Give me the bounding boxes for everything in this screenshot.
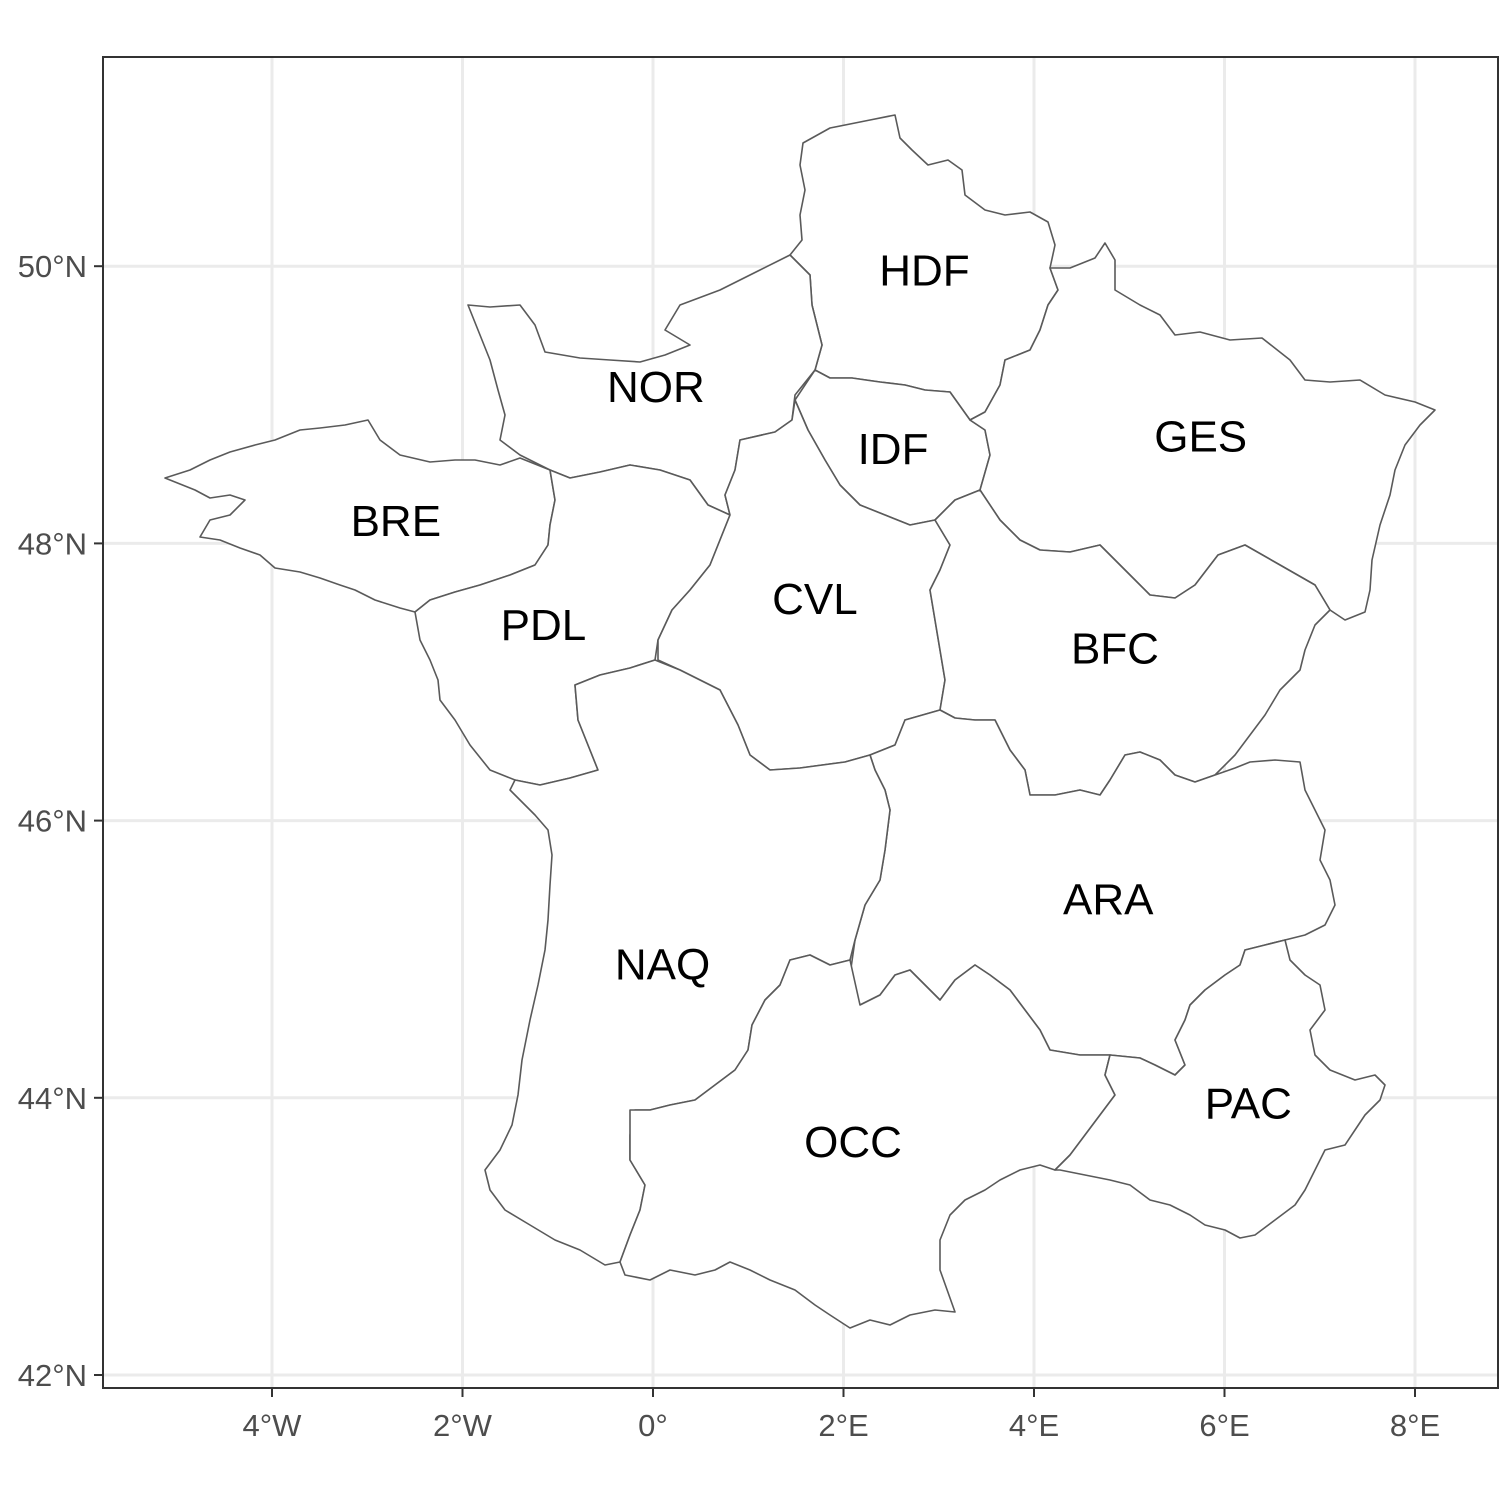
region-shape-ges bbox=[969, 242, 1436, 621]
x-tick-label: 4°E bbox=[1009, 1408, 1059, 1443]
x-tick-label: 2°W bbox=[433, 1408, 493, 1443]
region-label-idf: IDF bbox=[858, 425, 929, 474]
x-tick-label: 6°E bbox=[1199, 1408, 1249, 1443]
y-tick-label: 48°N bbox=[18, 526, 87, 561]
region-label-bfc: BFC bbox=[1071, 625, 1159, 674]
region-label-pac: PAC bbox=[1205, 1079, 1292, 1128]
y-tick-label: 44°N bbox=[18, 1081, 87, 1116]
x-tick-label: 2°E bbox=[818, 1408, 868, 1443]
region-label-hdf: HDF bbox=[879, 246, 969, 295]
region-label-occ: OCC bbox=[804, 1118, 902, 1167]
plot-panel-border bbox=[102, 56, 1499, 1389]
x-tick-label: 4°W bbox=[243, 1408, 303, 1443]
y-tick-label: 46°N bbox=[18, 804, 87, 839]
y-tick-label: 42°N bbox=[18, 1358, 87, 1393]
region-label-ara: ARA bbox=[1063, 876, 1154, 925]
region-label-pdl: PDL bbox=[501, 601, 587, 650]
y-tick-label: 50°N bbox=[18, 249, 87, 284]
x-tick-label: 0° bbox=[638, 1408, 668, 1443]
region-label-cvl: CVL bbox=[772, 575, 858, 624]
region-label-bre: BRE bbox=[351, 497, 441, 546]
region-shape-pac bbox=[1054, 939, 1386, 1239]
axis-ticks: 4°W 2°W 0° 2°E 4°E 6°E 8°E 42°N 44°N 46°N 48°N 50°N bbox=[18, 249, 1440, 1443]
region-label-nor: NOR bbox=[607, 363, 705, 412]
x-tick-label: 8°E bbox=[1390, 1408, 1440, 1443]
region-label-ges: GES bbox=[1154, 413, 1247, 462]
region-label-naq: NAQ bbox=[615, 941, 710, 990]
region-labels: HDF NOR IDF GES BRE PDL CVL BFC ARA NAQ PAC OCC bbox=[351, 246, 1292, 1167]
region-boundaries bbox=[164, 114, 1436, 1329]
